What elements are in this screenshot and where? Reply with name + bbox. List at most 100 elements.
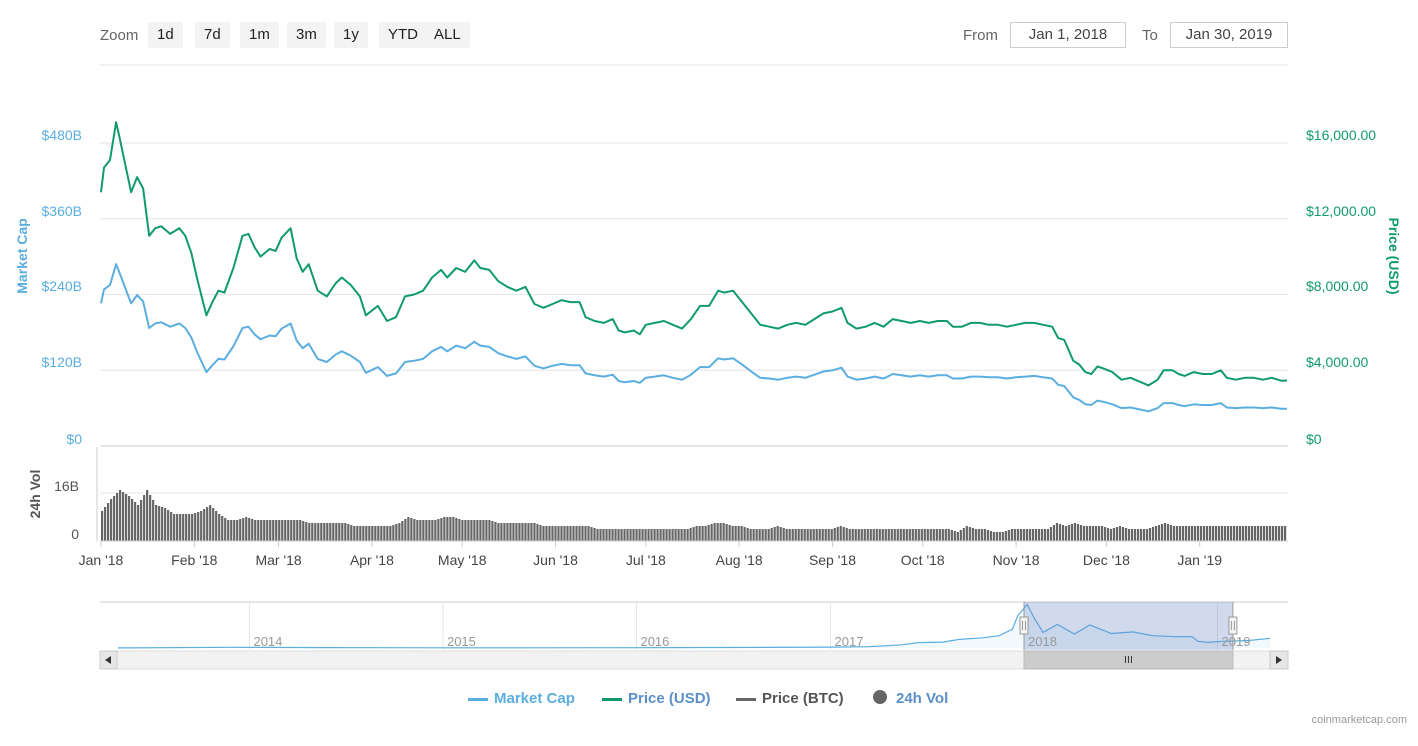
price-usd-axis-title: Price (USD) (1386, 217, 1402, 294)
volume-bar (512, 523, 515, 541)
volume-bar (1031, 529, 1034, 541)
volume-bar (1088, 526, 1092, 541)
volume-bar (689, 528, 692, 541)
handle-grip[interactable] (1228, 616, 1238, 635)
navigator-selection[interactable] (1024, 602, 1233, 650)
volume-bar (659, 529, 662, 541)
volume-bar (656, 529, 659, 541)
volume-bar (155, 505, 158, 541)
x-tick-label: Dec '18 (1083, 552, 1130, 568)
volume-bar (794, 529, 797, 541)
volume-bar (554, 526, 557, 541)
volume-bar (1268, 526, 1272, 541)
volume-bar (344, 523, 347, 541)
volume-bar (761, 529, 764, 541)
volume-bar (1184, 526, 1188, 541)
zoom-1m-button[interactable]: 1m (240, 22, 279, 48)
volume-bar (1187, 526, 1191, 541)
handle-grip[interactable] (1019, 616, 1029, 635)
volume-bar (881, 529, 884, 541)
volume-bar (596, 529, 599, 541)
legend-price-btc[interactable]: Price (BTC) (762, 690, 844, 707)
volume-bar (782, 528, 785, 541)
volume-bar (692, 527, 695, 541)
volume-bar (557, 526, 560, 541)
volume-bar (827, 529, 830, 541)
volume-bar (878, 529, 881, 541)
volume-bar (119, 490, 122, 541)
volume-bar (602, 529, 605, 541)
volume-bar (443, 517, 446, 541)
volume-bar (851, 529, 854, 541)
volume-bar (377, 526, 380, 541)
volume-bar (242, 518, 245, 541)
price-usd-line (100, 121, 1288, 387)
volume-bar (182, 514, 185, 541)
volume-bar (671, 529, 674, 541)
legend-24h-vol[interactable]: 24h Vol (896, 690, 949, 707)
volume-bar (245, 517, 248, 541)
volume-bar (1271, 526, 1275, 541)
volume-bar (572, 526, 575, 541)
volume-bar (716, 523, 719, 541)
volume-bar (548, 526, 551, 541)
volume-bar (641, 529, 644, 541)
volume-bar (338, 523, 341, 541)
volume-bar (995, 532, 998, 541)
left-tick-label: $120B (42, 354, 82, 370)
volume-bar (455, 518, 458, 541)
navigator-tick-label: 2015 (447, 634, 476, 649)
volume-bar (1136, 529, 1140, 541)
zoom-1d-button[interactable]: 1d (148, 22, 183, 48)
volume-bar (836, 527, 839, 541)
volume-bar (947, 529, 950, 541)
volume-bar (569, 526, 572, 541)
volume-bar (113, 496, 116, 541)
volume-bar (173, 514, 176, 541)
volume-bar (854, 529, 857, 541)
left-tick-label: $240B (42, 278, 82, 294)
to-date-input[interactable] (1170, 22, 1288, 48)
volume-bar (821, 529, 824, 541)
navigator-right-handle[interactable] (1228, 602, 1238, 650)
volume-bar (1061, 525, 1065, 541)
volume-bar (296, 520, 299, 541)
volume-bar (446, 517, 449, 541)
volume-bar (623, 529, 626, 541)
volume-bar (1277, 526, 1281, 541)
volume-bar (788, 529, 791, 541)
navigator-left-handle[interactable] (1019, 602, 1029, 650)
zoom-ytd-button[interactable]: YTD (379, 22, 427, 48)
volume-bar (986, 530, 989, 541)
volume-bar (677, 529, 680, 541)
zoom-3m-button[interactable]: 3m (287, 22, 326, 48)
zoom-all-button[interactable]: ALL (425, 22, 470, 48)
volume-bar (941, 529, 944, 541)
volume-bar (506, 523, 509, 541)
from-date-input[interactable] (1010, 22, 1126, 48)
legend-price-usd[interactable]: Price (USD) (628, 690, 711, 707)
volume-bar (284, 520, 287, 541)
volume-bar (185, 514, 188, 541)
volume-bar (818, 529, 821, 541)
volume-bar (815, 529, 818, 541)
zoom-7d-button[interactable]: 7d (195, 22, 230, 48)
volume-bar (638, 529, 641, 541)
volume-bar (1034, 529, 1037, 541)
legend-market-cap[interactable]: Market Cap (494, 690, 575, 707)
volume-bar (1244, 526, 1248, 541)
volume-bar (608, 529, 611, 541)
volume-bar (686, 529, 689, 541)
volume-bar (977, 529, 980, 541)
zoom-1y-button[interactable]: 1y (334, 22, 368, 48)
volume-bar (575, 526, 578, 541)
volume-bar (206, 507, 209, 541)
volume-bar (581, 526, 584, 541)
navigator-tick-label: 2016 (640, 634, 669, 649)
scrollbar[interactable] (99, 650, 1289, 670)
volume-bar (383, 526, 386, 541)
navigator[interactable]: 2014 2015 2016 2017 2018 2019 (100, 601, 1288, 650)
volume-bar (755, 529, 758, 541)
volume-bar (1103, 527, 1107, 541)
volume-bar (230, 520, 233, 541)
